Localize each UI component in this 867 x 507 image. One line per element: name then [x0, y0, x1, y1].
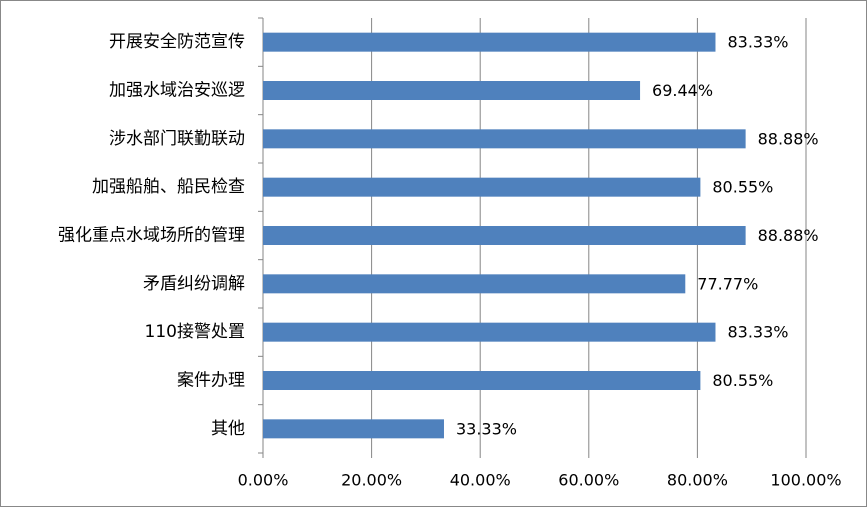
bar: [263, 129, 746, 149]
y-tick-label: 开展安全防范宣传: [109, 32, 245, 52]
x-tick-label: 80.00%: [667, 471, 728, 490]
y-tick-label: 其他: [211, 419, 245, 439]
y-tick-label: 110接警处置: [145, 322, 245, 342]
bar: [263, 419, 444, 439]
bar: [263, 274, 686, 294]
data-label: 77.77%: [697, 274, 758, 293]
x-tick-label: 20.00%: [341, 471, 402, 490]
data-label: 88.88%: [758, 129, 819, 148]
bar: [263, 81, 641, 100]
y-tick-label: 加强船舶、船民检查: [92, 177, 245, 197]
data-label: 83.33%: [727, 323, 788, 342]
y-tick-label: 矛盾纠纷调解: [143, 274, 245, 294]
data-label: 83.33%: [727, 33, 788, 52]
bar: [263, 371, 701, 390]
data-label: 88.88%: [758, 226, 819, 245]
y-tick-label: 案件办理: [177, 371, 245, 391]
data-label: 33.33%: [456, 419, 517, 438]
x-tick-label: 60.00%: [558, 471, 619, 490]
bar: [263, 226, 746, 245]
bar: [263, 32, 716, 52]
y-tick-label: 强化重点水域场所的管理: [58, 226, 245, 246]
x-tick-label: 100.00%: [770, 471, 841, 490]
x-tick-label: 40.00%: [450, 471, 511, 490]
bar: [263, 177, 701, 197]
y-tick-label: 加强水域治安巡逻: [109, 81, 245, 101]
data-label: 69.44%: [652, 81, 713, 100]
data-label: 80.55%: [712, 178, 773, 197]
data-label: 80.55%: [712, 371, 773, 390]
bar: [263, 322, 716, 342]
x-tick-label: 0.00%: [238, 471, 289, 490]
y-tick-label: 涉水部门联勤联动: [109, 129, 245, 149]
